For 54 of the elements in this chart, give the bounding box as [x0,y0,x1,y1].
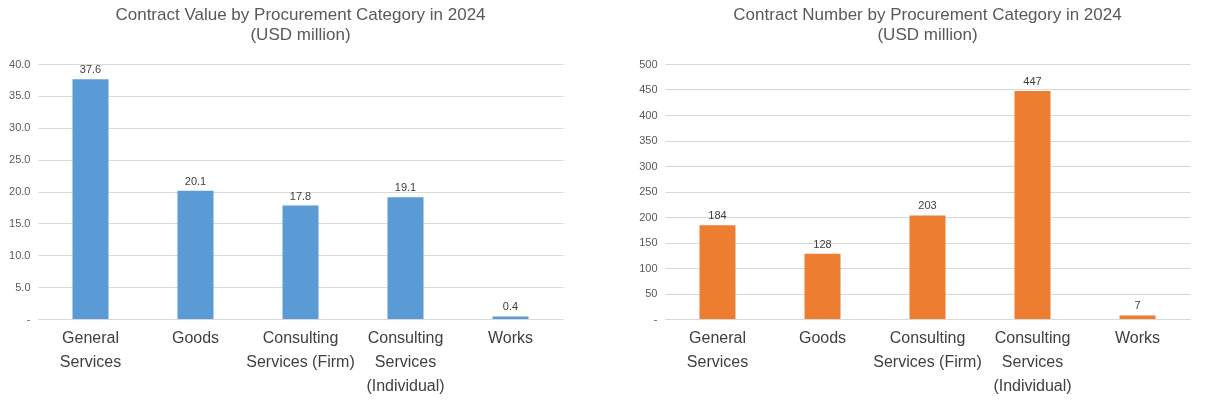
bar [699,225,736,319]
data-label: 20.1 [184,174,207,187]
bar [804,253,841,319]
chart-title: Contract Value by Procurement Category in 2024 [115,5,486,24]
data-label: 447 [1023,75,1042,88]
y-tick-label: - [653,312,658,325]
bar [492,316,529,319]
data-label: 203 [918,199,937,212]
data-label: 184 [708,209,727,222]
chart-subtitle: (USD million) [250,25,351,44]
y-tick-label: 50 [645,287,658,299]
bar [387,197,424,319]
y-tick-label: 350 [639,134,658,146]
y-tick-label: 300 [639,159,658,172]
y-tick-label: 250 [639,185,658,197]
y-tick-label: 40.0 [9,57,31,70]
x-tick-label: Consulting Services (Firm) [873,328,982,370]
data-label: 19.1 [394,181,417,194]
x-tick-label: General Services [686,328,749,370]
y-tick-label: 15.0 [9,216,31,229]
y-tick-label: 20.0 [9,185,31,197]
x-tick-label: Consulting Services (Firm) [246,328,355,370]
data-label: 7 [1134,299,1141,312]
x-tick-label: Goods [798,328,847,346]
y-tick-label: 5.0 [15,280,31,293]
y-tick-label: 500 [639,57,658,70]
data-label: 128 [813,237,832,250]
x-tick-label: Consulting Services (Individual) [366,328,445,394]
bar [282,205,319,319]
bar [1014,91,1051,319]
y-tick-label: 150 [639,236,658,248]
y-tick-label: 35.0 [9,89,31,102]
bar [909,215,946,319]
y-tick-label: 10.0 [9,248,31,261]
y-tick-label: 450 [639,83,658,95]
x-tick-label: Works [487,328,534,346]
y-tick-label: 100 [639,261,658,274]
y-tick-label: 25.0 [9,153,31,166]
x-tick-label: Consulting Services (Individual) [993,328,1072,394]
chart-subtitle: (USD million) [877,25,978,44]
data-label: 0.4 [502,300,519,313]
data-label: 17.8 [289,189,312,202]
y-tick-label: 30.0 [9,121,31,134]
y-tick-label: - [26,312,31,325]
chart-title: Contract Number by Procurement Category in 2024 [733,5,1122,24]
x-tick-label: General Services [59,328,122,370]
bar [1119,315,1156,319]
bar [177,190,214,319]
data-label: 37.6 [79,63,102,76]
y-tick-label: 400 [639,108,658,121]
x-tick-label: Goods [171,328,220,346]
x-tick-label: Works [1114,328,1161,346]
bar [72,79,109,319]
y-tick-label: 200 [639,210,658,223]
